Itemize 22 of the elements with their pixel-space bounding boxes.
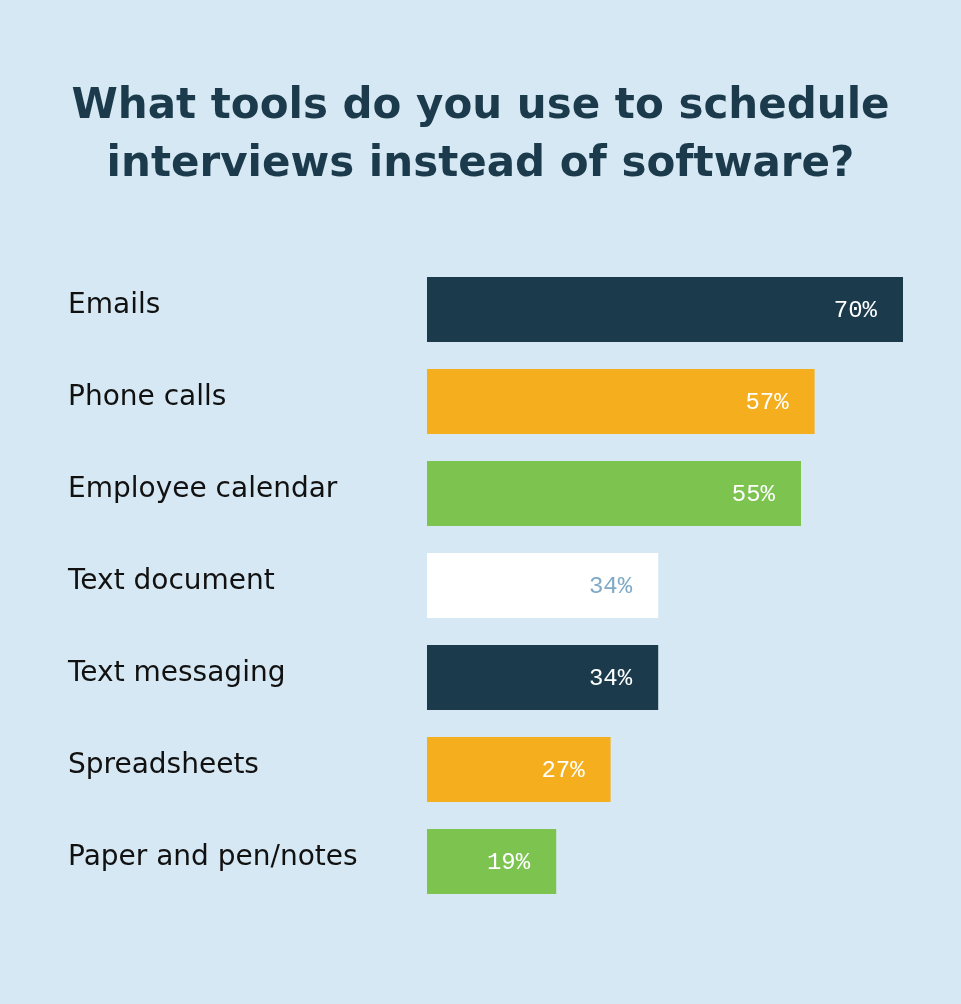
- data-label: 27%: [541, 756, 586, 784]
- data-label: 19%: [486, 848, 531, 876]
- y-tick-label: Spreadsheets: [68, 747, 259, 780]
- bar: [427, 461, 801, 526]
- y-tick-label: Text document: [67, 563, 275, 596]
- chart-title: What tools do you use to schedule interviews instead of software?: [71, 79, 890, 186]
- data-label: 55%: [731, 480, 776, 508]
- bar: [427, 369, 815, 434]
- bar: [427, 645, 659, 710]
- bar: [427, 829, 557, 894]
- y-tick-label: Phone calls: [68, 379, 227, 412]
- y-tick-label: Emails: [68, 287, 161, 320]
- y-tick-label: Paper and pen/notes: [68, 839, 358, 872]
- data-label: 34%: [588, 664, 633, 692]
- y-tick-label: Text messaging: [67, 655, 286, 688]
- data-label: 70%: [833, 296, 878, 324]
- bar: [427, 737, 611, 802]
- data-label: 57%: [745, 388, 790, 416]
- y-tick-label: Employee calendar: [68, 471, 338, 504]
- bar: [427, 553, 659, 618]
- data-label: 34%: [588, 572, 633, 600]
- bar: [427, 277, 903, 342]
